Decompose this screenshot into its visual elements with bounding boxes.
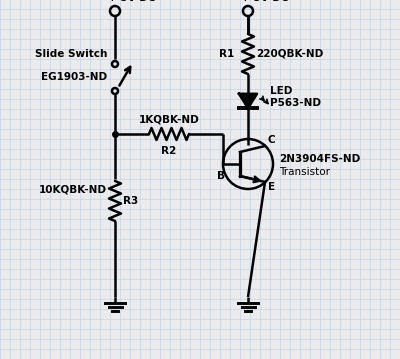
Text: 1KQBK-ND: 1KQBK-ND [139,114,199,124]
Text: E: E [268,182,275,192]
Text: C: C [268,135,276,145]
Text: EG1903-ND: EG1903-ND [41,72,107,82]
Text: + 5V DC: + 5V DC [241,0,288,3]
Text: 2N3904FS-ND: 2N3904FS-ND [279,154,360,164]
Text: LED: LED [270,86,292,96]
Text: 220QBK-ND: 220QBK-ND [256,49,323,59]
Text: Transistor: Transistor [279,167,330,177]
Text: B: B [217,171,225,181]
Polygon shape [239,94,257,108]
Text: R1: R1 [219,49,234,59]
Text: + 5V DC: + 5V DC [108,0,156,3]
Text: R2: R2 [161,146,177,156]
Text: 10KQBK-ND: 10KQBK-ND [39,184,107,194]
Text: Slide Switch: Slide Switch [35,49,107,59]
Text: P563-ND: P563-ND [270,98,321,108]
Text: R3: R3 [123,196,138,206]
